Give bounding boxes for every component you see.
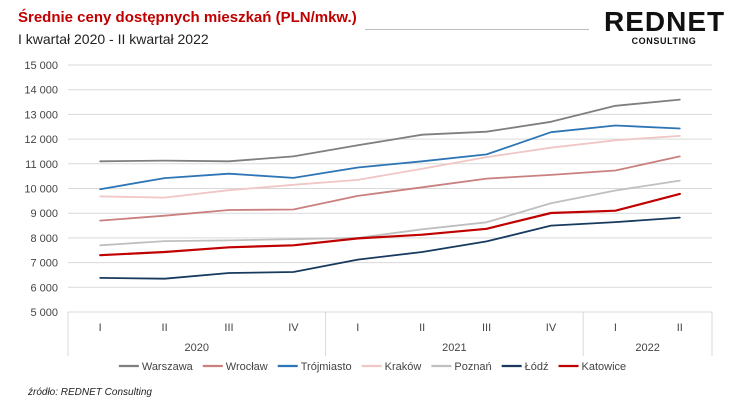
source-note: źródło: REDNET Consulting bbox=[28, 387, 152, 398]
logo-wordmark: REDNET bbox=[604, 6, 726, 37]
series-line bbox=[99, 155, 681, 222]
series-line bbox=[99, 216, 681, 280]
y-tick-label: 13 000 bbox=[24, 109, 58, 121]
series-line bbox=[99, 134, 681, 199]
x-tick-label: I bbox=[99, 322, 102, 334]
y-tick-label: 8 000 bbox=[30, 233, 58, 245]
legend-label: Wrocław bbox=[226, 361, 268, 373]
x-tick-label: III bbox=[224, 322, 233, 334]
logo-tagline: CONSULTING bbox=[631, 36, 697, 46]
x-tick-label: I bbox=[356, 322, 359, 334]
series-line bbox=[99, 98, 681, 163]
y-tick-label: 9 000 bbox=[30, 208, 58, 220]
x-tick-label: IV bbox=[546, 322, 557, 334]
series-line bbox=[99, 179, 681, 247]
y-tick-label: 12 000 bbox=[24, 134, 58, 146]
y-tick-label: 15 000 bbox=[24, 60, 58, 72]
x-tick-label: II bbox=[677, 322, 683, 334]
legend-label: Trójmiasto bbox=[301, 361, 352, 373]
series-line bbox=[99, 124, 681, 191]
x-tick-label: IV bbox=[288, 322, 299, 334]
chart-title: Średnie ceny dostępnych mieszkań (PLN/mk… bbox=[18, 9, 357, 26]
x-tick-label: III bbox=[482, 322, 491, 334]
x-tick-label: II bbox=[162, 322, 168, 334]
x-tick-label: I bbox=[614, 322, 617, 334]
rednet-logo: REDNET CONSULTING bbox=[604, 7, 724, 47]
legend-label: Poznań bbox=[454, 361, 491, 373]
y-tick-label: 6 000 bbox=[30, 282, 58, 294]
y-tick-label: 5 000 bbox=[30, 307, 58, 319]
series-line bbox=[99, 192, 681, 257]
x-group-label: 2022 bbox=[635, 342, 659, 354]
legend-label: Katowice bbox=[582, 361, 627, 373]
y-tick-label: 14 000 bbox=[24, 85, 58, 97]
y-tick-label: 7 000 bbox=[30, 258, 58, 270]
legend-label: Kraków bbox=[385, 361, 422, 373]
y-tick-label: 11 000 bbox=[25, 159, 58, 171]
x-group-label: 2020 bbox=[185, 342, 209, 354]
legend-label: Łódź bbox=[525, 361, 549, 373]
legend-label: Warszawa bbox=[142, 361, 194, 373]
x-group-label: 2021 bbox=[442, 342, 466, 354]
y-tick-label: 10 000 bbox=[24, 184, 58, 196]
x-tick-label: II bbox=[419, 322, 425, 334]
title-underline-rule bbox=[365, 29, 589, 30]
chart-subtitle: I kwartał 2020 - II kwartał 2022 bbox=[18, 31, 209, 47]
